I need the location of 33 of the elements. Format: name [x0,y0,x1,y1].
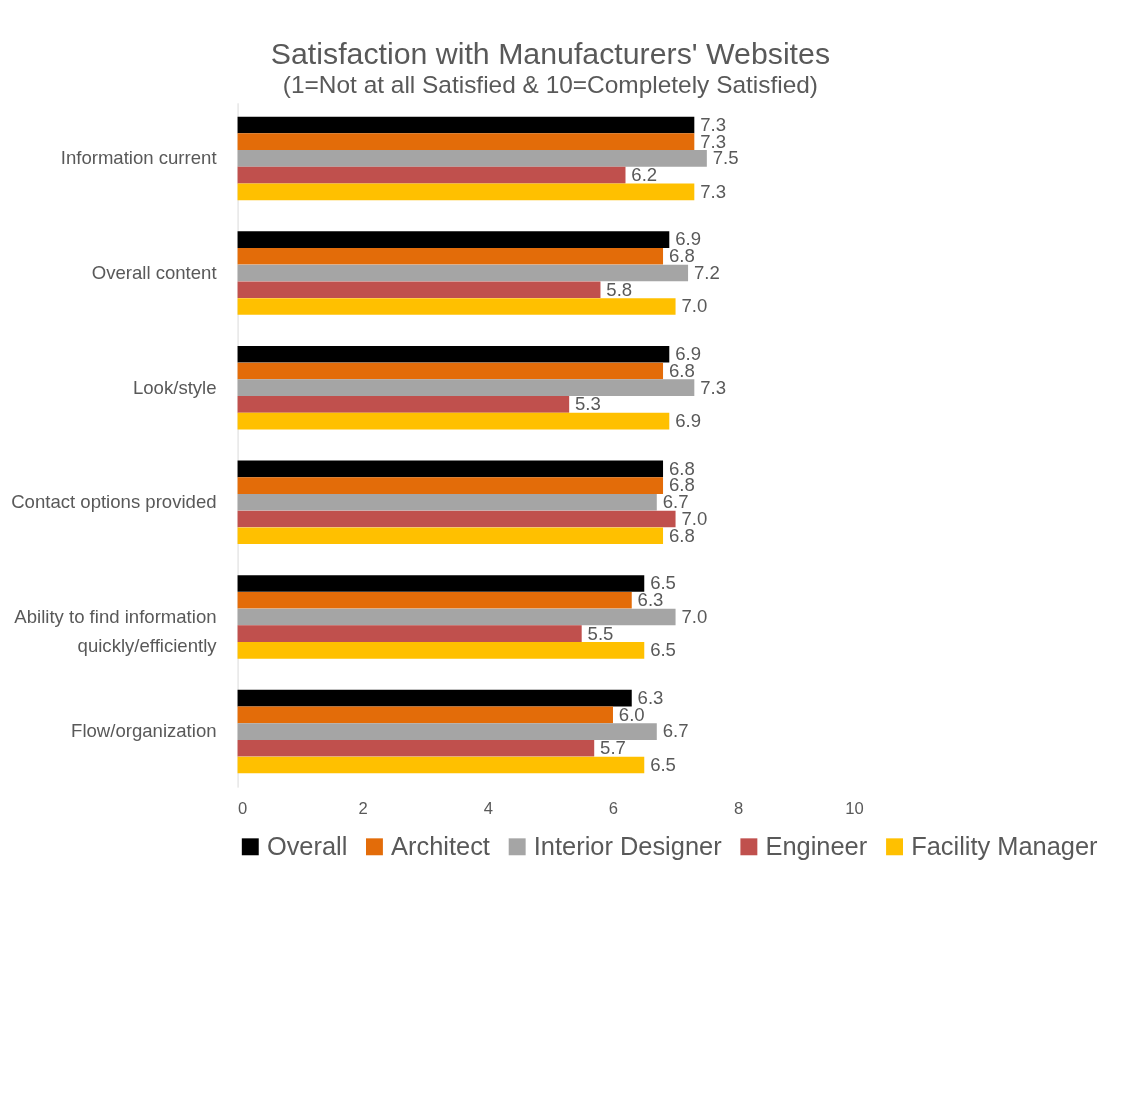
data-label: 5.5 [587,622,614,644]
data-label: 6.5 [650,639,676,661]
x-tick-label: 0 [238,799,248,819]
y-tick-label: Information current [60,147,218,169]
chart-subtitle: (1=Not at all Satisfied & 10=Completely Satisfied) [282,71,819,99]
data-label: 5.8 [606,278,633,300]
data-label: 6.2 [631,164,658,186]
legend-label: Overall [266,831,348,860]
data-label: 6.5 [650,753,676,775]
legend-label: Facility Manager [911,831,1099,860]
data-label: 7.2 [693,261,720,283]
data-label: 7.3 [700,180,726,202]
y-tick-label: Flow/organization [71,720,217,742]
y-tick-label: Overall content [91,261,218,283]
data-label: 7.3 [700,376,726,398]
x-tick-label: 4 [483,799,493,819]
legend-label: Engineer [765,831,868,860]
data-label: 5.7 [600,737,626,759]
x-tick-label: 2 [358,799,368,819]
data-label: 6.7 [662,720,689,742]
legend-label: Architect [391,831,490,860]
chart-title: Satisfaction with Manufacturers' Websites [270,36,831,70]
legend-label: Interior Designer [533,831,723,860]
data-label: 5.3 [575,393,601,415]
y-tick-label: Ability to find information quickly/efficiently [14,605,218,657]
data-label: 6.9 [675,410,701,432]
y-tick-label: Look/style [132,376,217,398]
data-label: 7.0 [681,295,708,317]
x-tick-label: 10 [845,799,864,819]
x-tick-label: 8 [733,799,744,819]
x-tick-label: 6 [608,799,619,819]
y-tick-label: Contact options provided [11,491,217,513]
data-label: 7.0 [681,605,708,627]
